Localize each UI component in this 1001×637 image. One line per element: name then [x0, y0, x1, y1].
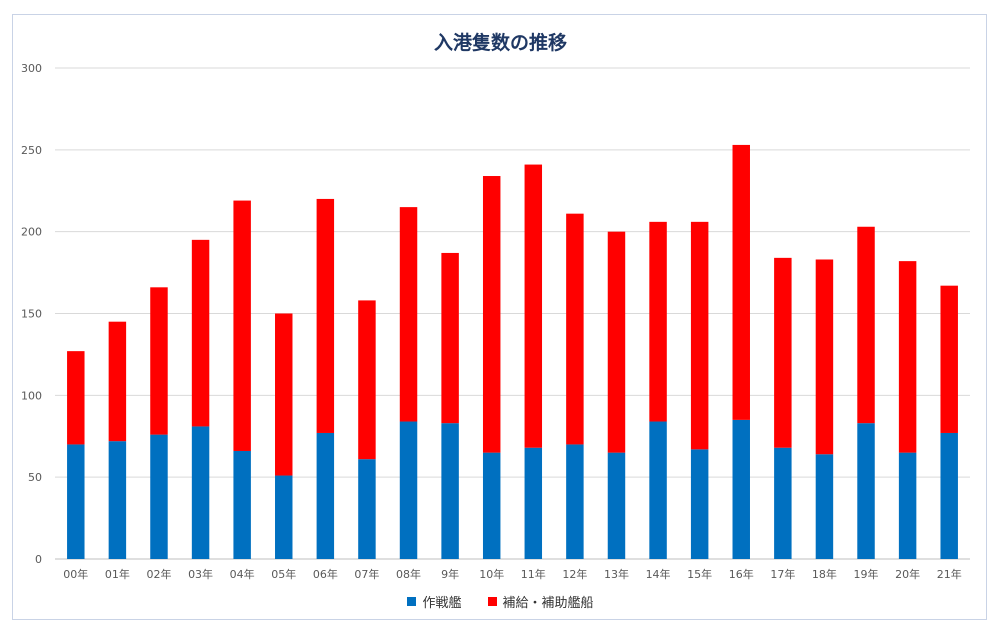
bar-series-0 [399, 421, 418, 559]
x-tick-label: 21年 [937, 567, 962, 581]
bar-series-0 [649, 421, 667, 559]
bar-series-0 [815, 454, 834, 559]
x-tick-label: 19年 [854, 567, 879, 581]
bar-series-1 [316, 198, 335, 433]
y-tick-label: 0 [35, 553, 42, 566]
legend-swatch [487, 597, 497, 606]
x-tick-label: 18年 [812, 567, 837, 581]
y-tick-label: 300 [21, 62, 42, 75]
x-tick-label: 05年 [271, 567, 296, 581]
bar-series-1 [607, 231, 626, 453]
x-tick-label: 9年 [441, 567, 459, 581]
bar-series-0 [233, 450, 251, 559]
bar-series-1 [898, 261, 917, 453]
bar-series-1 [690, 221, 709, 450]
y-tick-label: 50 [28, 471, 42, 484]
bar-series-1 [441, 252, 459, 424]
x-tick-label: 15年 [687, 567, 712, 581]
bar-series-0 [108, 441, 127, 559]
bar-series-0 [482, 452, 501, 559]
bar-series-1 [566, 213, 584, 445]
x-tick-label: 01年 [105, 567, 130, 581]
bar-series-0 [940, 432, 958, 559]
bar-series-0 [566, 444, 584, 559]
x-tick-label: 16年 [729, 567, 754, 581]
y-tick-label: 150 [21, 308, 42, 321]
bar-series-1 [358, 300, 376, 460]
bar-series-1 [67, 351, 85, 445]
bar-series-0 [358, 459, 376, 559]
bar-series-1 [524, 164, 543, 448]
y-tick-label: 100 [21, 389, 42, 402]
x-tick-label: 10年 [479, 567, 504, 581]
x-tick-label: 03年 [188, 567, 213, 581]
x-tick-label: 12年 [562, 567, 587, 581]
x-tick-label: 06年 [313, 567, 338, 581]
bar-series-1 [732, 144, 750, 420]
bar-series-0 [441, 423, 459, 559]
bar-series-1 [774, 257, 792, 448]
bar-series-0 [191, 426, 210, 559]
bar-series-0 [774, 447, 792, 559]
bar-series-0 [275, 475, 293, 559]
legend-item-series-1: 補給・補助艦船 [487, 592, 594, 611]
y-tick-label: 250 [21, 144, 42, 157]
bar-series-0 [690, 449, 709, 559]
bar-series-0 [524, 447, 543, 559]
bar-series-1 [940, 285, 958, 433]
chart-title: 入港隻数の推移 [433, 32, 567, 54]
bar-series-1 [649, 221, 667, 422]
bar-series-0 [150, 434, 168, 559]
bar-series-1 [108, 321, 127, 442]
x-tick-label: 02年 [146, 567, 171, 581]
x-tick-label: 08年 [396, 567, 421, 581]
bar-series-1 [233, 200, 251, 451]
bar-series-0 [732, 419, 750, 559]
bar-series-1 [482, 176, 501, 453]
x-tick-label: 04年 [230, 567, 255, 581]
legend-item-series-0: 作戦艦 [407, 592, 462, 611]
legend-swatch [407, 597, 417, 606]
y-tick-label: 200 [21, 226, 42, 239]
legend: 作戦艦 補給・補助艦船 [0, 592, 1001, 611]
bar-series-1 [275, 313, 293, 476]
bar-series-1 [399, 207, 418, 422]
x-tick-label: 17年 [770, 567, 795, 581]
bar-series-1 [815, 259, 834, 455]
bar-series-0 [857, 423, 875, 559]
bar-series-1 [191, 239, 210, 427]
bar-series-1 [857, 226, 875, 424]
legend-label: 補給・補助艦船 [502, 596, 594, 611]
legend-label: 作戦艦 [422, 596, 462, 611]
x-tick-label: 00年 [63, 567, 88, 581]
bar-series-0 [898, 452, 917, 559]
bar-series-0 [316, 432, 335, 559]
x-tick-label: 20年 [895, 567, 920, 581]
bar-series-1 [150, 287, 168, 435]
x-tick-label: 11年 [521, 567, 546, 581]
x-tick-label: 13年 [604, 567, 629, 581]
bar-series-0 [607, 452, 626, 559]
x-tick-label: 14年 [646, 567, 671, 581]
bar-series-0 [67, 444, 85, 559]
x-tick-label: 07年 [354, 567, 379, 581]
